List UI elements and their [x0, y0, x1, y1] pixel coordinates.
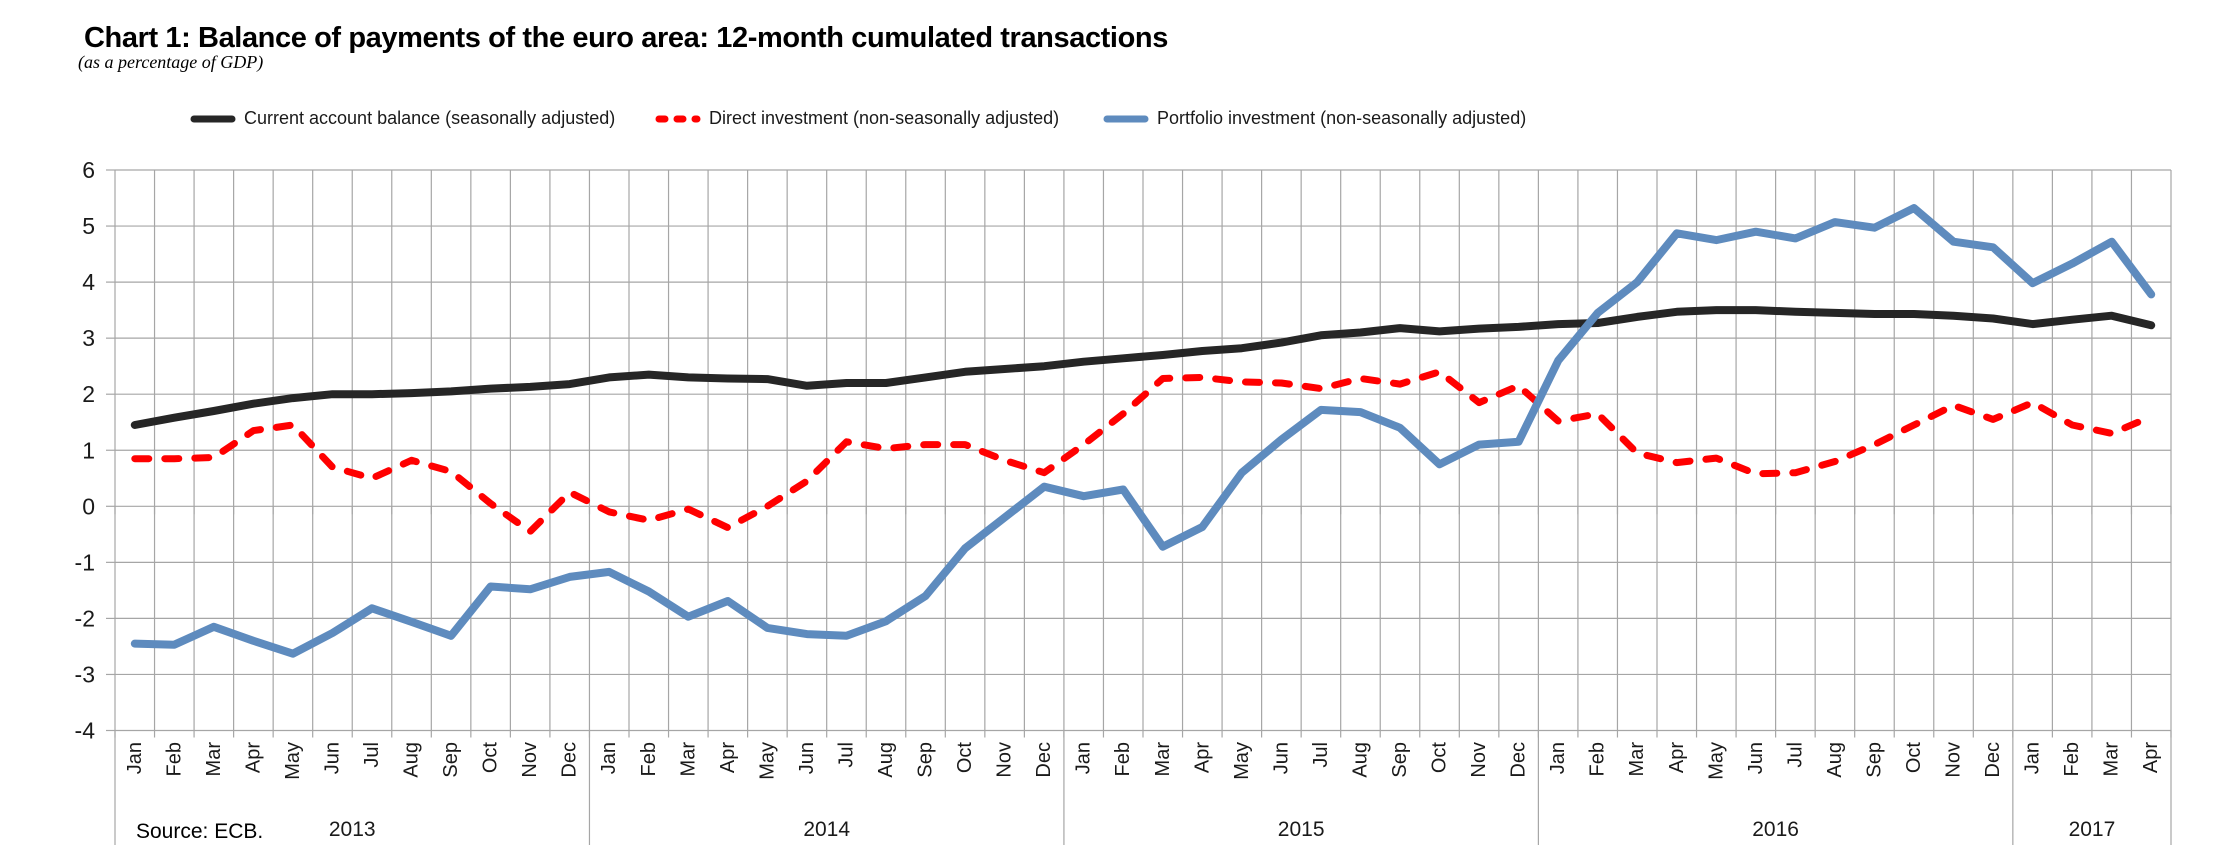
legend-swatch-portfolio-investment-non-seasonally-adjusted	[1103, 115, 1149, 122]
month-label: Oct	[480, 742, 502, 774]
y-tick-label: 4	[82, 269, 95, 295]
month-label: May	[1705, 742, 1727, 780]
month-label: Mar	[677, 742, 699, 777]
month-label: Feb	[1587, 742, 1609, 776]
month-labels: Jan Feb Mar Apr May Jun Jul Aug Sep Oct Nov Dec Jan F…	[124, 742, 2162, 780]
month-label: Jan	[1073, 742, 1095, 774]
y-tick-label: 3	[82, 325, 95, 351]
month-label: Aug	[1349, 742, 1371, 778]
y-axis-ticks	[106, 169, 115, 732]
y-tick-label: 2	[82, 381, 95, 407]
month-label: Apr	[242, 742, 264, 773]
year-label-2016: 2016	[1752, 818, 1799, 841]
y-tick-label: 6	[82, 157, 95, 183]
series-line-direct-investment-non-seasonally-adjusted	[131, 368, 2155, 535]
year-separators	[114, 730, 2172, 845]
month-label: Feb	[163, 742, 185, 776]
month-label: Sep	[440, 742, 462, 778]
month-label: Jul	[1784, 742, 1806, 768]
month-label: Nov	[1468, 742, 1490, 778]
month-label: Jan	[124, 742, 146, 774]
month-label: Aug	[875, 742, 897, 778]
month-label: Jan	[598, 742, 620, 774]
month-label: Mar	[1626, 742, 1648, 777]
month-label: Nov	[1943, 742, 1965, 778]
year-label-2015: 2015	[1278, 818, 1325, 841]
legend-label: Direct investment (non-seasonally adjust…	[709, 108, 1060, 128]
year-label-2013: 2013	[329, 818, 376, 841]
legend-swatch-current-account-balance-seasonally-adjusted	[190, 115, 236, 122]
legend-swatch-direct-investment-non-seasonally-adjusted	[655, 115, 701, 122]
y-axis-labels: 6 5 4 3 2 1 0 -1 -2 -3 -4	[75, 157, 96, 744]
month-label: Mar	[203, 742, 225, 777]
month-label: Feb	[1112, 742, 1134, 776]
y-tick-label: -1	[75, 549, 95, 575]
y-tick-label: 0	[82, 493, 95, 519]
month-label: Jul	[1310, 742, 1332, 768]
month-label: Jul	[361, 742, 383, 768]
series-line-portfolio-investment-non-seasonally-adjusted	[130, 204, 2156, 658]
month-label: Dec	[1508, 742, 1530, 778]
year-labels: 2013 2014 2015 2016 2017	[329, 818, 2115, 841]
month-label: Sep	[1863, 742, 1885, 778]
month-label: Feb	[638, 742, 660, 776]
month-label: Feb	[2061, 742, 2083, 776]
month-label: Oct	[1903, 742, 1925, 774]
legend-label: Portfolio investment (non-seasonally adj…	[1157, 108, 1527, 128]
month-label: Nov	[519, 742, 541, 778]
legend-item-direct-investment-non-seasonally-adjusted: Direct investment (non-seasonally adjust…	[655, 108, 1059, 129]
month-label: Mar	[2101, 742, 2123, 777]
legend-label: Current account balance (seasonally adju…	[244, 108, 616, 128]
month-label: Aug	[401, 742, 423, 778]
month-label: Jun	[796, 742, 818, 774]
month-label: Apr	[1666, 742, 1688, 773]
legend-item-portfolio-investment-non-seasonally-adjusted: Portfolio investment (non-seasonally adj…	[1103, 108, 1526, 129]
source-note: Source: ECB.	[136, 820, 264, 843]
month-label: Mar	[1152, 742, 1174, 777]
month-label: Jun	[1745, 742, 1767, 774]
month-label: Jan	[1547, 742, 1569, 774]
y-tick-label: -3	[75, 661, 95, 687]
legend-item-current-account-balance-seasonally-adjusted: Current account balance (seasonally adju…	[190, 108, 615, 129]
month-label: May	[756, 742, 778, 780]
month-label: Jul	[835, 742, 857, 768]
month-label: Nov	[994, 742, 1016, 778]
y-tick-label: -2	[75, 605, 95, 631]
chart-subtitle: (as a percentage of GDP)	[78, 52, 264, 72]
month-label: Jan	[2022, 742, 2044, 774]
month-label: Aug	[1824, 742, 1846, 778]
month-label: Jun	[1270, 742, 1292, 774]
month-label: Oct	[1429, 742, 1451, 774]
month-label: May	[1231, 742, 1253, 780]
chart-title: Chart 1: Balance of payments of the euro…	[84, 22, 1168, 54]
month-label: Apr	[717, 742, 739, 773]
month-label: May	[282, 742, 304, 780]
year-label-2014: 2014	[803, 818, 850, 841]
year-label-2017: 2017	[2069, 818, 2116, 841]
series-line-current-account-balance-seasonally-adjusted	[130, 306, 2156, 429]
month-label: Dec	[1033, 742, 1055, 778]
month-label: Sep	[915, 742, 937, 778]
y-tick-label: -4	[75, 718, 96, 744]
month-label: Sep	[1389, 742, 1411, 778]
month-label: Dec	[1982, 742, 2004, 778]
gridlines-horizontal	[115, 169, 2171, 732]
category-ticks	[114, 506, 2172, 738]
month-label: Oct	[954, 742, 976, 774]
y-tick-label: 5	[82, 213, 95, 239]
month-label: Apr	[2140, 742, 2162, 773]
month-label: Jun	[321, 742, 343, 774]
month-label: Apr	[1191, 742, 1213, 773]
month-label: Dec	[559, 742, 581, 778]
y-tick-label: 1	[82, 437, 95, 463]
